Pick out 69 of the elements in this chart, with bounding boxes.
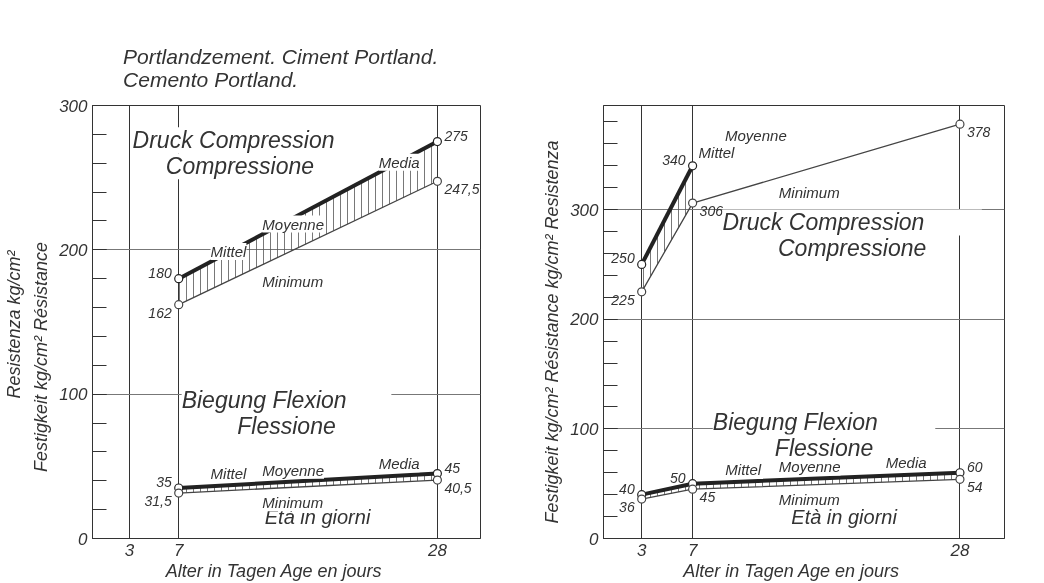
y-tick-label: 300 [59,96,89,116]
annotation: Mittel [698,143,736,161]
y-tick-label: 100 [59,385,89,405]
annotation: Moyenne [778,458,841,476]
annotation: Moyenne [262,215,325,233]
point [688,161,698,171]
annotation: Minimum [262,272,324,290]
x-tick-label: 3 [124,540,135,560]
point [432,176,442,186]
data-label: 60 [966,458,983,475]
x-tick-label: 7 [687,540,698,560]
y-axis-title: Festigkeit kg/cm² Résistance [31,241,52,473]
annotation: Mittel [210,464,248,482]
data-label: 36 [619,499,635,516]
annotation: Mittel [725,460,762,478]
x-axis-title: Alter in Tagen Age en jours [164,560,382,581]
annotation: Media [378,153,420,171]
data-label: 162 [148,304,172,321]
data-label: 45 [444,459,461,476]
data-label: 180 [148,264,172,281]
x-tick-label: 28 [426,540,448,560]
y-tick-label: 0 [78,529,89,549]
data-label: 45 [699,489,716,506]
data-label: 247,5 [443,181,480,198]
point [432,475,442,485]
annotation: Moyenne [725,127,787,145]
point [174,488,184,498]
point [688,198,698,208]
annotation: Biegung Flexion Flessione [712,408,878,461]
x-tick-label: 7 [173,540,184,560]
y-tick-label: 200 [569,310,600,330]
data-label: 275 [443,127,468,144]
y-axis-title: Festigkeit kg/cm² Résistance kg/cm² Resistenza [542,140,563,524]
chart-title: Portlandzement. Ciment Portland. Cemento Portland. [123,44,439,91]
x-tick-label: 28 [949,540,970,560]
annotation: Media [885,454,927,472]
point [174,300,184,310]
annotation: Media [378,455,420,473]
y-tick-label: 100 [570,419,600,439]
data-label: 31,5 [144,493,172,510]
y-tick-label: 200 [58,240,89,260]
data-label: 54 [966,479,983,496]
annotation: Biegung Flexion Flessione [181,386,347,439]
y-tick-label: 300 [570,200,600,220]
point [637,494,647,504]
y-tick-label: 0 [589,529,600,549]
data-label: 225 [610,291,635,308]
point [637,259,647,270]
point [637,287,647,297]
x-tick-label: 3 [636,540,647,560]
point [955,119,965,129]
data-label: 35 [156,473,172,490]
point [432,136,442,147]
data-label: 378 [966,124,991,141]
data-label: 50 [670,469,686,486]
annotation: Druck Compression Compressione [132,127,335,180]
annotation: Mittel [210,242,248,260]
y2-axis-title: Resistenza kg/cm² [3,249,24,399]
data-label: 40,5 [444,480,472,497]
data-label: 250 [610,250,635,267]
annotation: Druck Compression Compressione [722,209,927,262]
point [688,484,698,494]
point [955,474,965,484]
annotation: Minimum [778,184,840,202]
x-axis-title: Alter in Tagen Age en jours [682,560,900,581]
annotation: Moyenne [262,461,325,479]
data-label: 40 [619,480,635,497]
point [174,274,184,284]
data-label: 340 [662,151,686,168]
